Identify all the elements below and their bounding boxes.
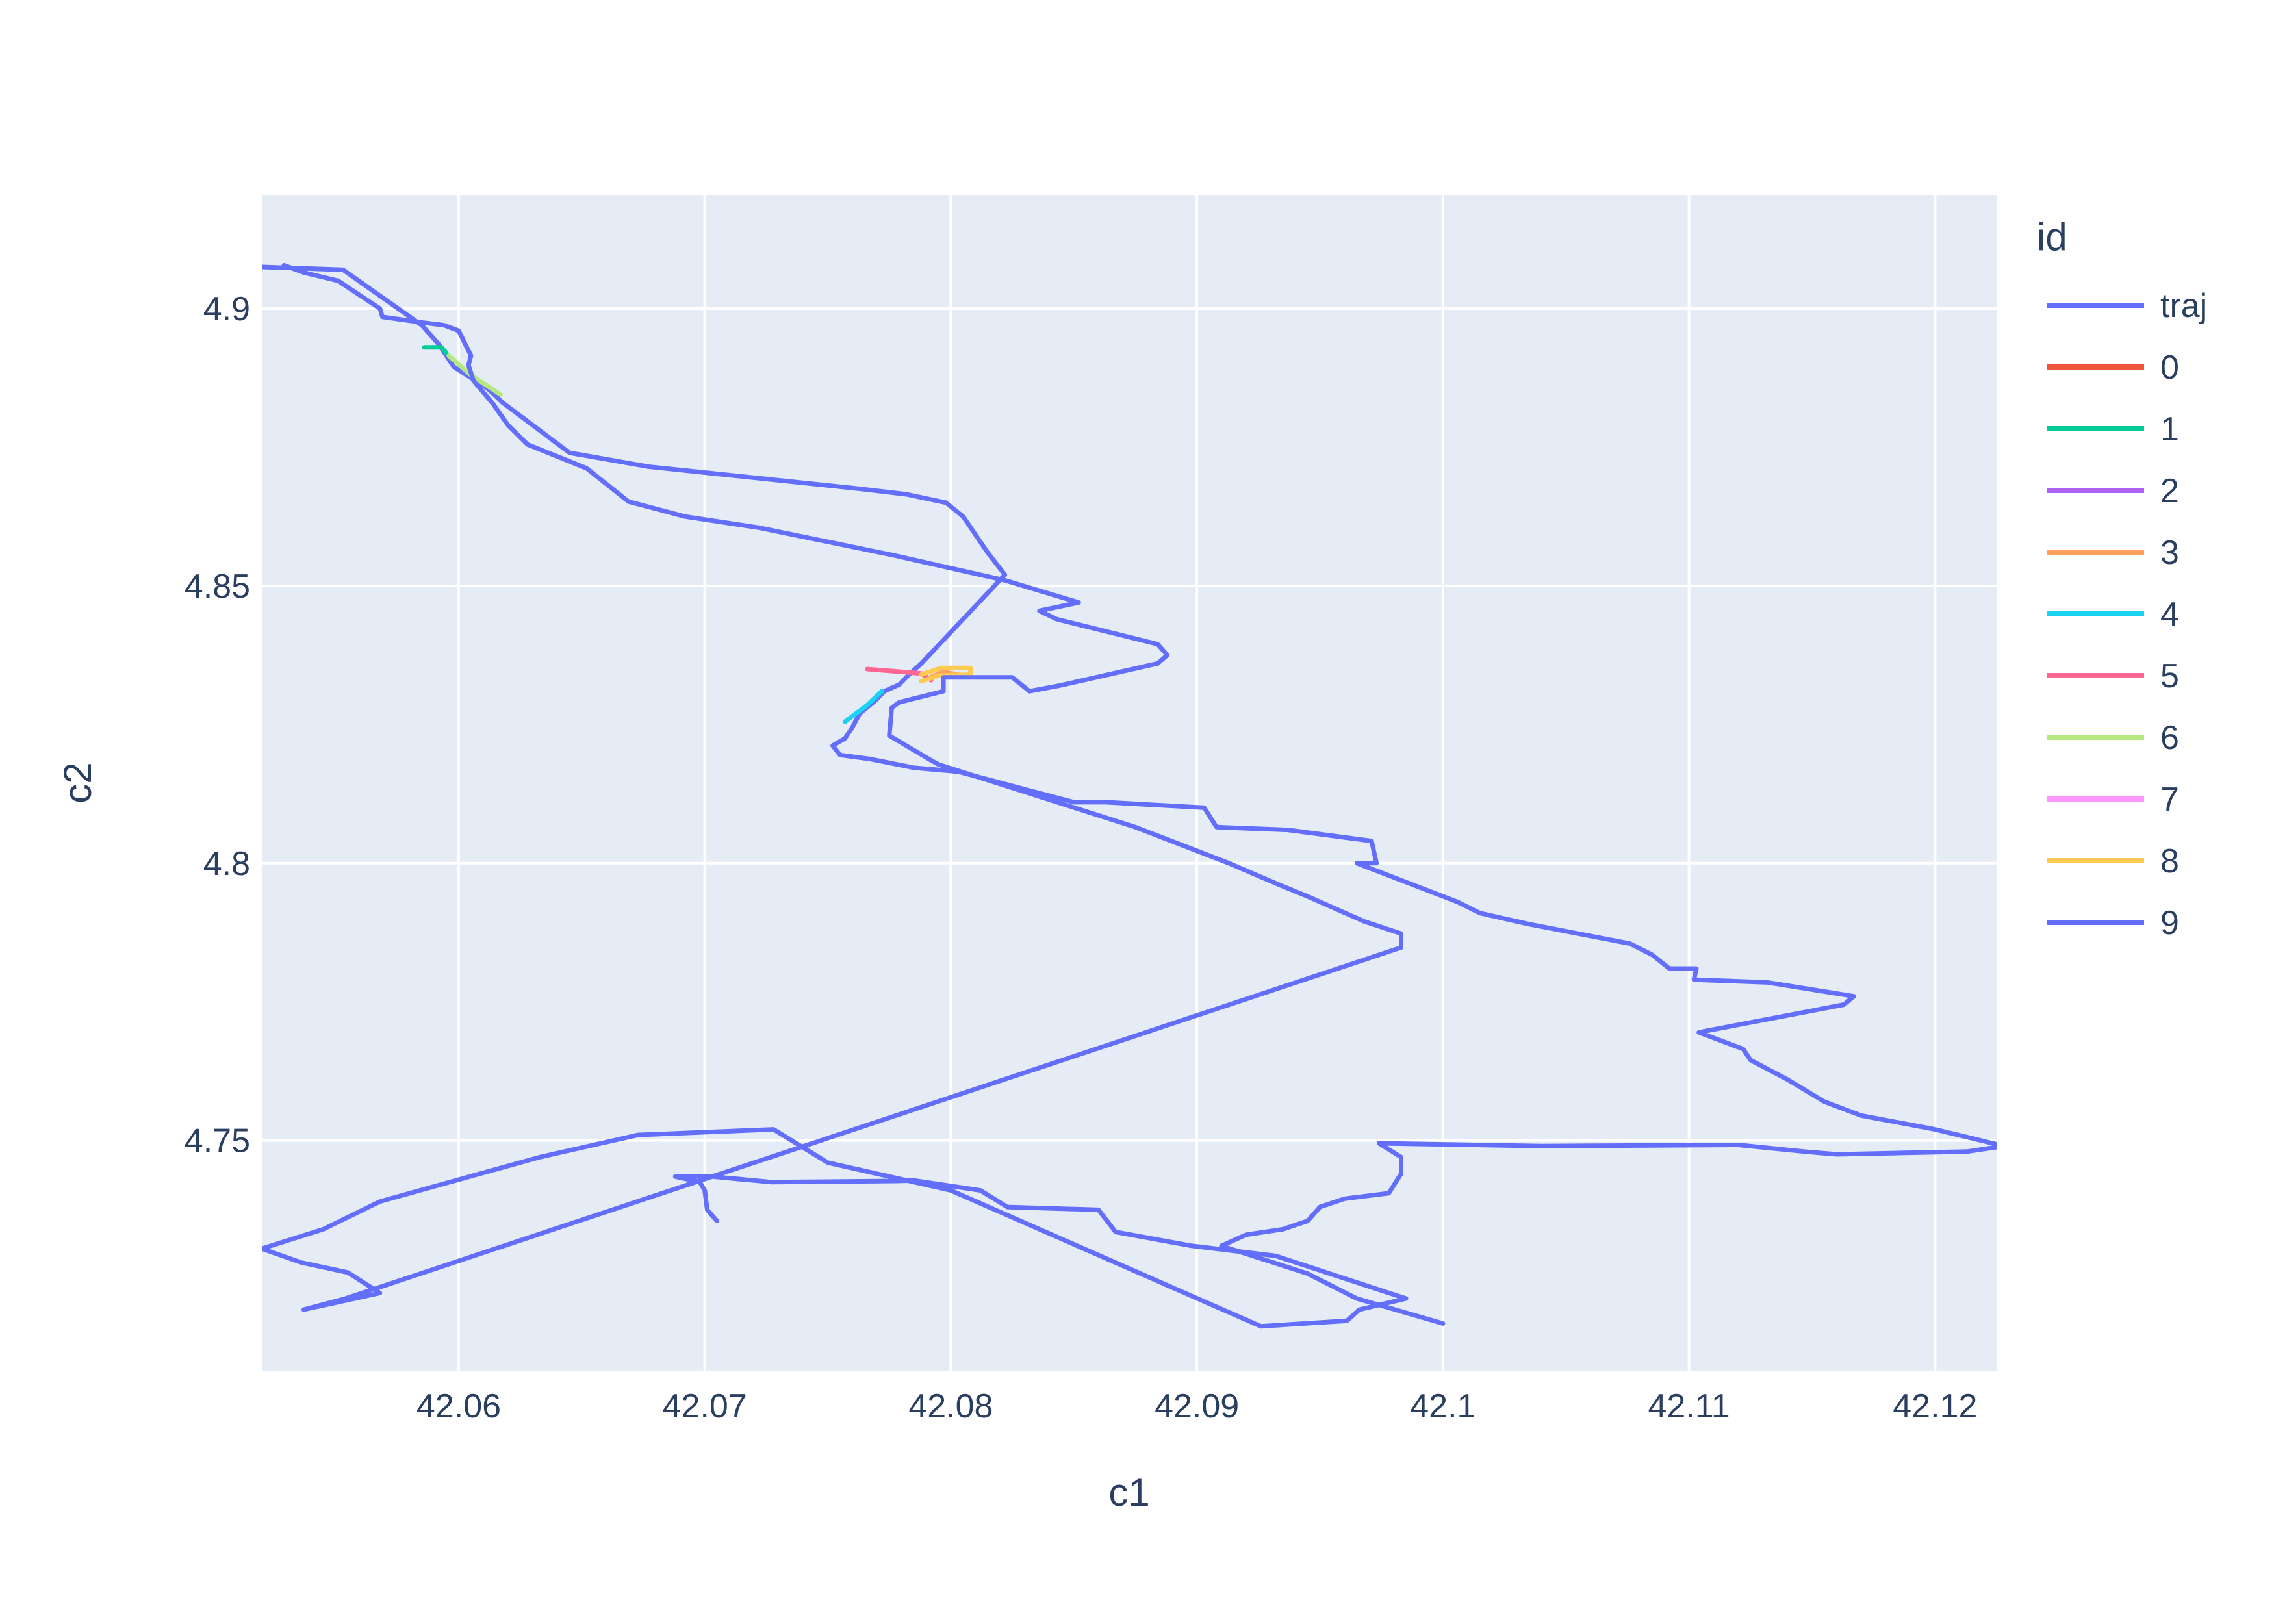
legend-item-traj[interactable]: traj xyxy=(2047,287,2207,325)
x-tick-label: 42.09 xyxy=(1155,1388,1239,1425)
legend-label: 9 xyxy=(2160,904,2179,942)
y-axis-tick-labels: 4.75 4.8 4.85 4.9 xyxy=(185,290,250,1160)
legend-label: 8 xyxy=(2160,843,2179,880)
y-tick-label: 4.8 xyxy=(203,845,250,883)
legend-item-5[interactable]: 5 xyxy=(2047,657,2179,695)
series-line-9 xyxy=(262,262,1409,1329)
legend-item-8[interactable]: 8 xyxy=(2047,843,2179,880)
legend-label: 5 xyxy=(2160,657,2179,695)
legend-label: 0 xyxy=(2160,349,2179,387)
legend: id traj 0 1 2 3 4 5 6 7 8 9 xyxy=(2037,215,2207,942)
legend-item-4[interactable]: 4 xyxy=(2047,596,2179,633)
legend-item-6[interactable]: 6 xyxy=(2047,719,2179,757)
series-line-4 xyxy=(843,689,884,724)
legend-item-3[interactable]: 3 xyxy=(2047,534,2179,572)
series-line-8 xyxy=(919,665,973,684)
gridlines xyxy=(262,195,1997,1371)
x-tick-label: 42.12 xyxy=(1893,1388,1977,1425)
legend-label: 1 xyxy=(2160,411,2179,448)
y-tick-label: 4.85 xyxy=(185,568,250,605)
y-axis-title: c2 xyxy=(56,762,99,803)
x-tick-label: 42.06 xyxy=(416,1388,501,1425)
legend-item-0[interactable]: 0 xyxy=(2047,349,2179,387)
plot-area xyxy=(262,195,1997,1371)
legend-title: id xyxy=(2037,215,2067,259)
legend-label: 7 xyxy=(2160,781,2179,818)
legend-item-7[interactable]: 7 xyxy=(2047,781,2179,818)
legend-label: traj xyxy=(2160,287,2207,325)
legend-label: 4 xyxy=(2160,596,2179,633)
legend-item-9[interactable]: 9 xyxy=(2047,904,2179,942)
legend-label: 3 xyxy=(2160,534,2179,572)
x-tick-label: 42.08 xyxy=(908,1388,993,1425)
series-line-1 xyxy=(422,345,449,355)
legend-label: 2 xyxy=(2160,472,2179,510)
x-tick-label: 42.11 xyxy=(1648,1388,1730,1425)
legend-item-2[interactable]: 2 xyxy=(2047,472,2179,510)
y-tick-label: 4.75 xyxy=(185,1123,250,1160)
x-tick-label: 42.07 xyxy=(663,1388,747,1425)
traces xyxy=(262,262,1997,1329)
y-tick-label: 4.9 xyxy=(203,290,250,328)
legend-label: 6 xyxy=(2160,719,2179,757)
legend-item-1[interactable]: 1 xyxy=(2047,411,2179,448)
series-line-traj xyxy=(262,264,1997,1326)
x-axis-title: c1 xyxy=(1108,1471,1149,1514)
x-axis-tick-labels: 42.06 42.07 42.08 42.09 42.1 42.11 42.12 xyxy=(416,1388,1977,1425)
x-tick-label: 42.1 xyxy=(1410,1388,1476,1425)
